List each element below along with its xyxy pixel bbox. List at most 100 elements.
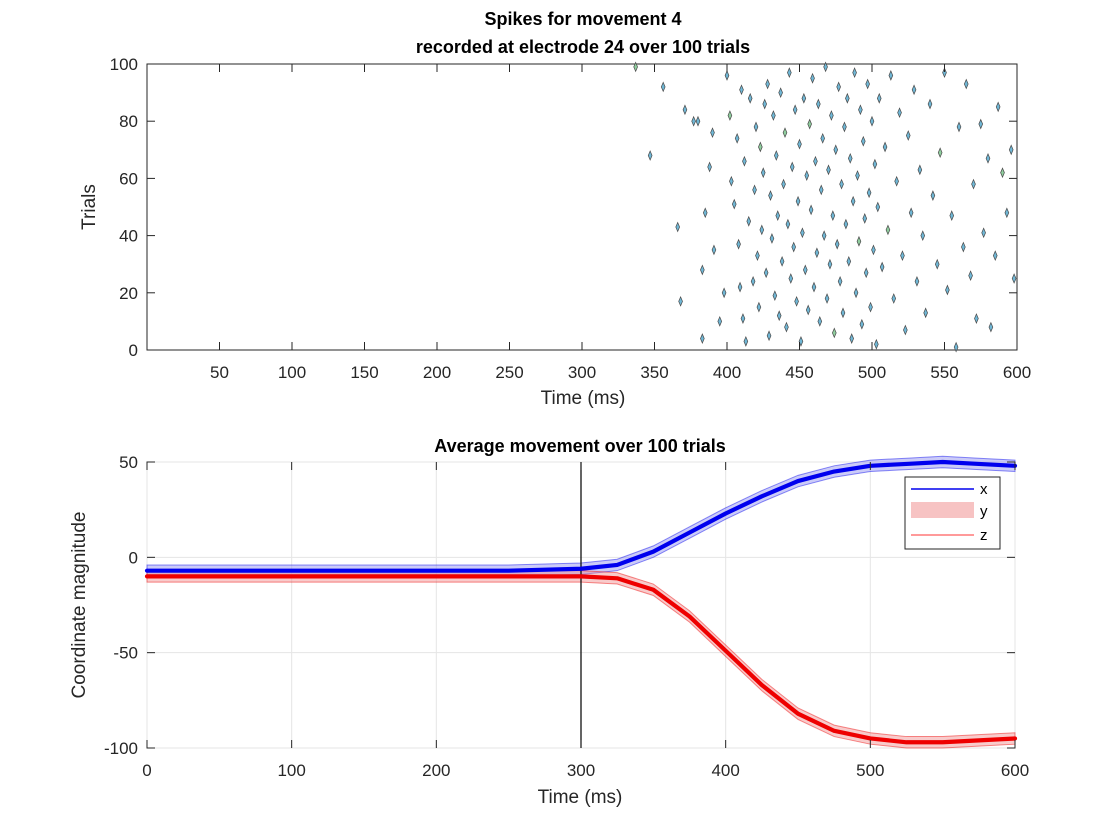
spike-point (971, 178, 976, 190)
spike-point (853, 287, 859, 299)
spike-point (755, 250, 760, 262)
bottom-x-tick-label: 100 (277, 761, 305, 780)
spike-point (1011, 273, 1017, 284)
top-y-tick-label: 60 (119, 169, 138, 188)
spike-point (961, 241, 966, 253)
spike-point (868, 301, 873, 313)
spike-point (834, 238, 840, 250)
spike-raster-plot: Spikes for movement 4 recorded at electr… (79, 9, 1031, 409)
spike-point (858, 104, 863, 116)
top-y-tick-label: 0 (129, 341, 138, 360)
spike-point (700, 333, 705, 344)
spike-point (840, 307, 846, 319)
spike-point (842, 121, 847, 133)
spike-point (817, 316, 823, 327)
top-x-tick-label: 250 (495, 363, 523, 382)
spike-point (784, 321, 789, 333)
spike-point (736, 238, 741, 250)
bottom-y-tick-label: -100 (104, 739, 138, 758)
spike-point (794, 295, 799, 307)
spike-point (920, 230, 926, 241)
spike-point (852, 67, 857, 78)
spike-point (914, 275, 920, 287)
spike-point (917, 164, 923, 176)
spike-point (978, 118, 984, 130)
spike-point (795, 195, 801, 207)
spike-point (808, 204, 814, 216)
spike-point (747, 92, 753, 104)
spike-point (778, 87, 783, 98)
bottom-y-ticks: -100 -50 0 50 (104, 453, 1015, 758)
spike-point (731, 198, 737, 210)
top-y-tick-label: 100 (110, 55, 138, 74)
spike-point (865, 78, 870, 90)
legend-label-x: x (980, 481, 988, 498)
spike-point (633, 61, 638, 73)
spike-point (872, 158, 878, 170)
spike-point (850, 195, 856, 207)
spike-point (830, 210, 836, 221)
spike-point (774, 150, 779, 161)
spike-point (788, 273, 794, 284)
spike-point (782, 127, 788, 139)
spike-point (826, 164, 831, 176)
spike-point (843, 218, 849, 230)
spike-point (734, 132, 740, 144)
bottom-x-tick-label: 300 (567, 761, 595, 780)
spike-point (804, 170, 810, 181)
spike-point (768, 190, 773, 201)
spike-point (675, 221, 680, 233)
spike-point (903, 324, 908, 336)
spike-point (934, 258, 940, 270)
top-y-ticks: 0 20 40 60 80 100 (110, 55, 1017, 360)
spike-point (829, 110, 834, 121)
spike-point (727, 110, 733, 121)
spike-point (908, 207, 914, 219)
spike-point (695, 115, 701, 127)
spike-point (839, 178, 844, 190)
spike-point (937, 147, 943, 159)
spike-point (876, 92, 882, 104)
spike-point (818, 184, 824, 196)
legend-label-z: z (980, 527, 988, 544)
spike-point (724, 70, 730, 81)
spike-point (869, 115, 875, 127)
spike-point (772, 290, 778, 302)
top-y-tick-label: 80 (119, 112, 138, 131)
spike-point (771, 110, 776, 121)
spike-point (775, 210, 781, 221)
spike-point (707, 161, 712, 173)
bottom-x-ticks: 0 100 200 300 400 500 600 (142, 462, 1029, 780)
spike-point (863, 267, 869, 279)
top-y-tick-label: 40 (119, 227, 138, 246)
spike-point (963, 78, 969, 90)
bottom-x-tick-label: 200 (422, 761, 450, 780)
spike-point (810, 72, 815, 84)
spike-point (821, 230, 827, 241)
bottom-x-tick-label: 0 (142, 761, 151, 780)
spike-point (882, 141, 888, 153)
spike-point (995, 101, 1001, 113)
top-x-tick-label: 50 (210, 363, 229, 382)
spike-point (710, 127, 715, 139)
bottom-series-lines (144, 459, 1018, 745)
spike-point (861, 135, 866, 147)
spike-point (781, 178, 786, 190)
spike-point (801, 92, 807, 104)
top-title-line-2: recorded at electrode 24 over 100 trials (416, 37, 750, 57)
spike-point (711, 244, 717, 256)
spike-point (729, 175, 734, 187)
spike-point (811, 281, 817, 293)
spike-point (992, 250, 998, 262)
spike-point (765, 78, 770, 90)
spike-point (803, 264, 808, 276)
spike-point (871, 244, 876, 256)
spike-point (905, 130, 911, 141)
spike-point (739, 84, 744, 96)
spike-point (824, 293, 830, 304)
top-x-tick-label: 500 (858, 363, 886, 382)
spike-point (758, 141, 763, 153)
spike-point (845, 92, 850, 104)
spike-point (789, 161, 795, 173)
